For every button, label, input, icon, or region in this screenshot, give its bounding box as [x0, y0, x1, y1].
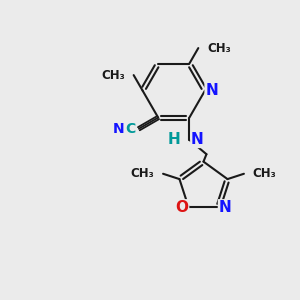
Text: H: H: [168, 132, 181, 147]
Text: O: O: [176, 200, 189, 215]
Text: N: N: [205, 83, 218, 98]
Text: CH₃: CH₃: [101, 69, 125, 82]
Text: N: N: [191, 132, 204, 147]
Text: N: N: [218, 200, 231, 215]
Text: N: N: [112, 122, 124, 136]
Text: C: C: [125, 122, 135, 136]
Text: CH₃: CH₃: [130, 167, 154, 180]
Text: CH₃: CH₃: [253, 167, 277, 180]
Text: CH₃: CH₃: [207, 42, 231, 55]
